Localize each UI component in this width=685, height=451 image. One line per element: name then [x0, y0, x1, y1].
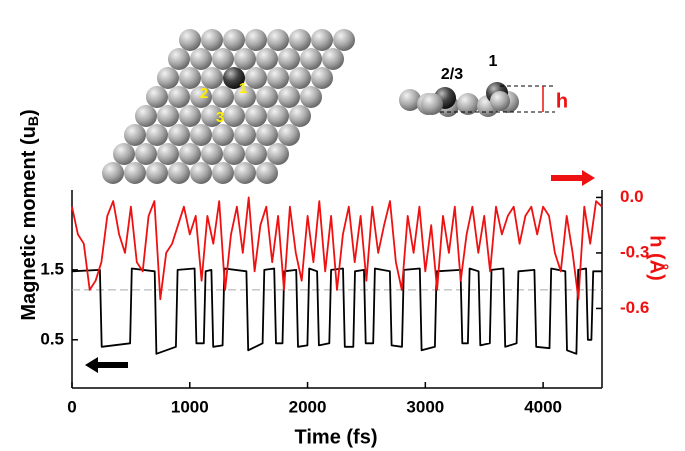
atom — [300, 48, 322, 70]
atom — [278, 124, 300, 146]
data-line — [71, 196, 603, 301]
x-tick-label: 0 — [67, 397, 76, 416]
atom — [146, 162, 168, 184]
atom — [179, 105, 201, 127]
legend-arrows — [85, 170, 595, 373]
inset: 1 23 2/3 1 h — [102, 29, 568, 184]
atom — [256, 124, 278, 146]
atom — [157, 105, 179, 127]
atom — [135, 105, 157, 127]
y-axis-label: Magnetic moment (uB) — [18, 109, 40, 320]
atom — [256, 48, 278, 70]
atom — [311, 67, 333, 89]
x-axis-label: Time (fs) — [295, 426, 378, 448]
atom — [201, 143, 223, 165]
atom — [190, 86, 212, 108]
atom — [190, 48, 212, 70]
atom — [490, 91, 510, 111]
atom — [267, 29, 289, 51]
y2-tick-label: 0.0 — [620, 187, 644, 206]
y-label-sub: B — [25, 116, 41, 126]
x-tick-label: 4000 — [524, 397, 562, 416]
arrow-left — [85, 357, 128, 373]
side-label: 2/3 — [441, 66, 463, 83]
atom-label: 3 — [216, 109, 224, 126]
atom — [102, 162, 124, 184]
atom — [212, 48, 234, 70]
y-label-part: ) — [18, 109, 40, 116]
y2-tick-label: -0.6 — [620, 298, 649, 317]
atom — [179, 67, 201, 89]
atom — [234, 86, 256, 108]
atom — [333, 29, 355, 51]
atom — [245, 29, 267, 51]
x-tick-label: 3000 — [406, 397, 444, 416]
atom — [457, 93, 479, 115]
atom — [223, 29, 245, 51]
atom — [146, 86, 168, 108]
atom — [267, 67, 289, 89]
atom — [179, 29, 201, 51]
atom — [256, 162, 278, 184]
atom — [322, 48, 344, 70]
y2-tick-label: -0.3 — [620, 242, 649, 261]
atom — [212, 162, 234, 184]
atom — [157, 67, 179, 89]
atom — [201, 29, 223, 51]
atom — [168, 86, 190, 108]
atom — [146, 124, 168, 146]
atom — [201, 67, 223, 89]
x-tick-label: 2000 — [289, 397, 327, 416]
atom-label: 2 — [200, 85, 208, 102]
atom — [234, 162, 256, 184]
y-tick-label: 1.5 — [40, 259, 64, 278]
atom — [212, 86, 234, 108]
atom-label: 1 — [239, 80, 247, 97]
height-label: h — [556, 90, 568, 112]
atom — [190, 162, 212, 184]
atom — [234, 124, 256, 146]
y-tick-label: 0.5 — [40, 329, 64, 348]
atom — [278, 48, 300, 70]
atom — [168, 48, 190, 70]
atom — [267, 105, 289, 127]
atom — [124, 162, 146, 184]
atom — [234, 48, 256, 70]
y2-axis-label: h (Å) — [646, 235, 670, 281]
atom — [289, 105, 311, 127]
atom — [124, 124, 146, 146]
atom — [135, 143, 157, 165]
atom — [223, 105, 245, 127]
atom — [399, 89, 421, 111]
atom — [201, 105, 223, 127]
atom — [179, 143, 201, 165]
atom — [212, 124, 234, 146]
atom — [311, 29, 333, 51]
side-label: 1 — [489, 53, 498, 70]
atom — [289, 67, 311, 89]
atom — [223, 67, 245, 89]
data-line — [71, 267, 602, 355]
atom — [245, 67, 267, 89]
atom — [168, 124, 190, 146]
atom — [113, 143, 135, 165]
atom — [278, 86, 300, 108]
atom — [300, 86, 322, 108]
atom — [245, 105, 267, 127]
atom — [245, 143, 267, 165]
atom — [223, 143, 245, 165]
atom — [157, 143, 179, 165]
y-label-part: Magnetic moment (u — [18, 126, 40, 320]
atom — [421, 93, 443, 115]
atom — [267, 143, 289, 165]
atom — [289, 29, 311, 51]
x-tick-label: 1000 — [171, 397, 209, 416]
atom — [168, 162, 190, 184]
arrow-right — [551, 170, 595, 186]
atom — [256, 86, 278, 108]
atom — [190, 124, 212, 146]
